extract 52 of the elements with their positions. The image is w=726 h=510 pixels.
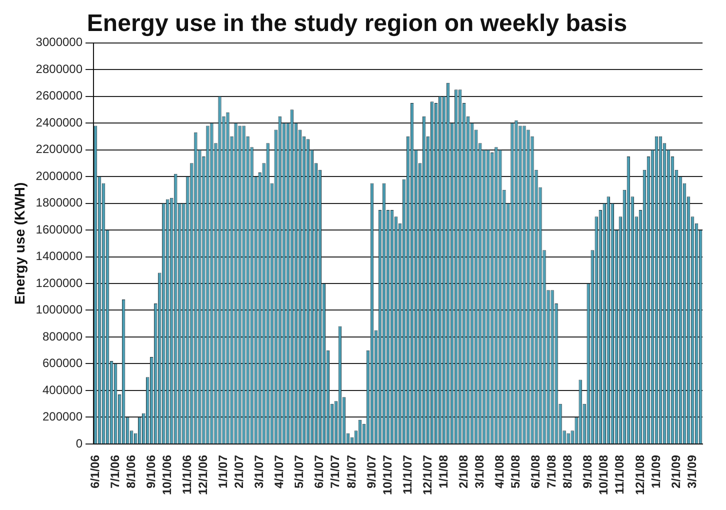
- x-tick-label: 5/1/08: [508, 454, 523, 488]
- x-tick-label: 2/1/09: [668, 454, 683, 488]
- y-tick-label: 1400000: [36, 249, 83, 264]
- chart-title: Energy use in the study region on weekly basis: [86, 10, 628, 38]
- x-tick-label: 3/1/08: [472, 454, 486, 488]
- x-tick-label: 9/1/07: [364, 454, 378, 488]
- x-tick-label: 7/1/06: [108, 454, 122, 488]
- y-tick-label: 2200000: [36, 142, 83, 156]
- y-tick-label: 1000000: [36, 302, 83, 317]
- y-tick-label: 1200000: [36, 276, 83, 290]
- x-tick-label: 8/1/08: [560, 454, 575, 488]
- x-tick-label: 11/1/07: [400, 454, 414, 494]
- y-tick-label: 1800000: [36, 196, 83, 210]
- x-tick-label: 9/1/08: [580, 454, 595, 488]
- x-tick-label: 3/1/07: [252, 454, 266, 488]
- x-tick-label: 12/1/06: [196, 454, 210, 496]
- x-tick-label: 8/1/07: [344, 454, 358, 488]
- y-tick-label: 3000000: [36, 35, 83, 50]
- x-tick-label: 1/1/07: [216, 454, 230, 488]
- x-tick-label: 4/1/08: [492, 454, 507, 488]
- x-tick-label: 2/1/08: [456, 454, 470, 488]
- x-tick-label: 6/1/08: [528, 454, 543, 488]
- x-tick-label: 3/1/09: [684, 454, 699, 488]
- y-axis-title: Energy use (KWH): [11, 182, 28, 304]
- y-tick-label: 800000: [42, 329, 83, 344]
- x-tick-label: 4/1/07: [272, 454, 286, 488]
- x-tick-label: 7/1/07: [328, 454, 342, 488]
- x-tick-label: 5/1/07: [292, 454, 306, 488]
- y-tick-label: 400000: [42, 382, 83, 397]
- y-tick-label: 600000: [42, 356, 83, 370]
- y-tick-label: 2800000: [36, 62, 83, 76]
- x-tick-label: 1/1/08: [436, 454, 450, 488]
- y-tick-label: 2600000: [36, 88, 83, 103]
- x-tick-label: 9/1/06: [144, 454, 158, 488]
- x-tick-label: 7/1/08: [544, 454, 559, 488]
- x-tick-label: 11/1/06: [180, 454, 194, 494]
- x-tick-label: 11/1/08: [612, 454, 627, 494]
- x-tick-label: 6/1/06: [88, 454, 102, 488]
- x-tick-label: 6/1/07: [312, 454, 326, 488]
- x-tick-label: 10/1/08: [596, 454, 611, 496]
- x-tick-label: 8/1/06: [124, 454, 138, 488]
- x-tick-label: 2/1/07: [232, 454, 246, 488]
- y-tick-label: 2400000: [36, 115, 83, 130]
- y-tick-label: 0: [76, 436, 83, 450]
- y-tick-label: 200000: [42, 410, 83, 424]
- x-tick-label: 12/1/07: [420, 454, 434, 496]
- x-tick-label: 12/1/08: [632, 454, 647, 496]
- y-tick-label: 1600000: [36, 222, 83, 236]
- x-tick-label: 1/1/09: [648, 454, 663, 488]
- y-tick-label: 2000000: [36, 168, 83, 183]
- x-tick-label: 10/1/07: [380, 454, 394, 496]
- x-tick-label: 10/1/06: [160, 454, 174, 496]
